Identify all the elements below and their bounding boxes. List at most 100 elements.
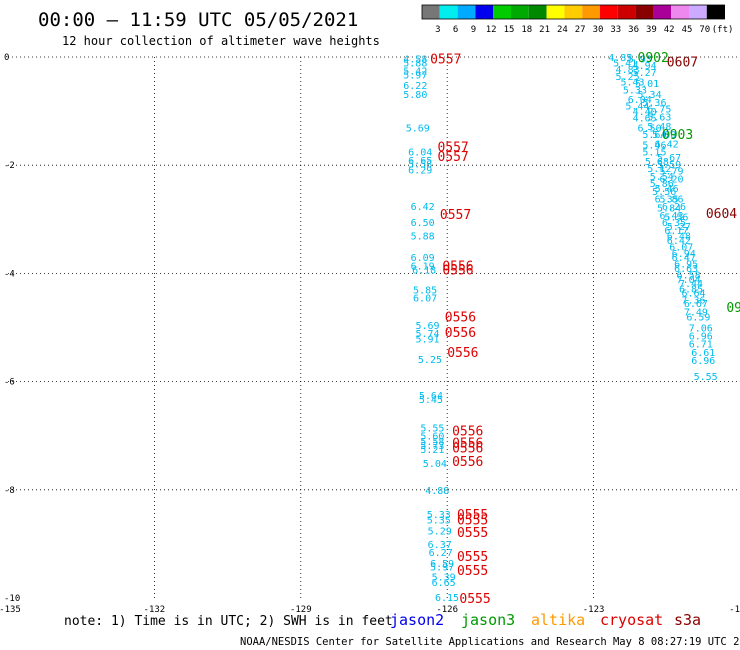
swh-value-label: 5.74	[415, 329, 439, 340]
swh-value-label: 5.27	[633, 68, 657, 79]
note-text: note: 1) Time is in UTC; 2) SWH is in fe…	[64, 614, 393, 629]
colorbar-label: 9	[471, 25, 476, 35]
swh-value-label: 5.64	[642, 130, 666, 141]
swh-value-label: 5.67	[657, 153, 681, 164]
swh-value-label: 5.88	[411, 232, 435, 243]
swh-value-label: 6.19	[411, 261, 435, 272]
swh-value-label: 6.35	[662, 218, 686, 229]
swh-value-label: 6.48	[667, 232, 691, 243]
pass-time-label: 0556	[442, 259, 473, 274]
swh-value-label: 5.41	[613, 58, 637, 69]
pass-time-label: 0555	[457, 526, 488, 541]
swh-value-label: 5.56	[652, 187, 676, 198]
colorbar-swatch	[706, 5, 725, 19]
swh-value-label: 6.20	[659, 175, 683, 186]
colorbar-label: 39	[646, 25, 657, 35]
pass-time-label: 0557	[430, 53, 461, 68]
colorbar-swatch	[493, 5, 511, 19]
swh-value-label: 4.94	[633, 61, 657, 72]
colorbar-label: 42	[664, 25, 675, 35]
colorbar-swatch	[546, 5, 565, 19]
swh-value-label: 5.55	[420, 424, 444, 435]
pass-time-labels: 0557055705570557055605560556055605560556…	[430, 51, 740, 607]
swh-value-label: 6.04	[408, 148, 432, 159]
colorbar-swatch	[564, 5, 583, 19]
axis-ticks: -135 -132 -129 -126 -123 -120 0 -2 -4 -6 -8 -10	[0, 53, 740, 615]
swh-value-label: 5.85	[413, 286, 437, 297]
pass-time-label: 0556	[452, 424, 483, 439]
swh-value-label: 6.63	[674, 264, 698, 275]
colorbar-swatch	[422, 5, 440, 19]
pass-time-label: 0557	[437, 150, 468, 165]
swh-value-label: 5.25	[616, 72, 640, 83]
swh-value-label: 5.25	[418, 355, 442, 366]
colorbar-swatch	[439, 5, 458, 19]
swh-value-label: 6.64	[681, 288, 705, 299]
swh-value-label: 6.85	[679, 285, 703, 296]
swh-value-label: 7.44	[679, 279, 703, 290]
swh-value-label: 5.58	[420, 437, 444, 448]
swh-value-label: 5.58	[408, 160, 432, 171]
swh-value-label: 5.60	[420, 432, 444, 443]
pass-time-label: 0607	[667, 55, 698, 70]
swh-value-label: 5.33	[427, 510, 451, 521]
swh-value-label: 6.26	[662, 202, 686, 213]
pass-time-label: 0556	[445, 326, 476, 341]
swh-value-label: 5.55	[694, 372, 718, 383]
satellite-legend-altika: altika	[531, 611, 585, 629]
pass-time-label: 0555	[457, 508, 488, 523]
swh-value-label: 6.27	[429, 548, 453, 559]
pass-time-label: 0556	[442, 264, 473, 279]
y-tick-label: -4	[4, 269, 15, 279]
x-tick-label: -129	[290, 605, 312, 615]
pass-time-label: 0555	[457, 550, 488, 565]
swh-points: 4.585.885.425.976.225.805.696.046.655.58…	[403, 53, 717, 604]
pass-time-label: 0903	[662, 128, 693, 143]
y-tick-label: -8	[4, 486, 15, 496]
swh-value-label: 5.56	[664, 213, 688, 224]
satellite-legend-jason3: jason3	[461, 611, 515, 629]
swh-value-label: 6.75	[647, 104, 671, 115]
swh-value-label: 5.34	[638, 90, 662, 101]
chart-subtitle: 12 hour collection of altimeter wave hei…	[62, 34, 380, 48]
colorbar-swatch	[582, 5, 600, 19]
swh-value-label: 6.04	[628, 95, 652, 106]
swh-value-label: 6.94	[672, 249, 696, 260]
swh-value-label: 6.95	[674, 260, 698, 271]
swh-value-label: 6.71	[689, 340, 713, 351]
swh-value-label: 5.64	[419, 391, 443, 402]
pass-time-label: 0556	[452, 437, 483, 452]
swh-value-label: 6.37	[428, 540, 452, 551]
swh-value-label: 5.33	[623, 85, 647, 96]
swh-value-label: 6.61	[691, 348, 715, 359]
swh-value-label: 5.27	[667, 222, 691, 233]
swh-value-label: 4.40	[633, 107, 657, 118]
swh-value-label: 6.50	[638, 123, 662, 134]
pass-time-label: 0902	[638, 51, 669, 66]
pass-time-label: 090	[726, 301, 740, 316]
pass-time-label: 0555	[457, 564, 488, 579]
swh-value-label: 5.73	[420, 441, 444, 452]
swh-value-label: 6.58	[677, 270, 701, 281]
swh-value-label: 5.44	[625, 102, 649, 113]
swh-value-label: 7.49	[684, 307, 708, 318]
colorbar-label: 24	[557, 25, 568, 35]
colorbar-legend: 3 6 9 12 15 18 21 24 27 30 33 36 39 42 45 70 (ft)	[421, 4, 733, 35]
colorbar-label: 15	[504, 25, 515, 35]
swh-value-label: 5.35	[427, 516, 451, 527]
swh-value-label: 4.88	[425, 486, 449, 497]
colorbar-label: 12	[486, 25, 497, 35]
colorbar-swatch	[511, 5, 529, 19]
pass-time-label: 0556	[452, 442, 483, 457]
x-tick-label: -126	[436, 605, 458, 615]
pass-time-label: 0556	[447, 346, 478, 361]
swh-value-label: 6.07	[669, 242, 693, 253]
satellite-legend-jason2: jason2	[390, 611, 444, 629]
colorbar-label: 27	[575, 25, 586, 35]
swh-value-label: 5.04	[423, 459, 447, 470]
pass-time-label: 0555	[457, 514, 488, 529]
colorbar-label: 18	[521, 25, 532, 35]
swh-value-label: 6.42	[411, 202, 435, 213]
colorbar-swatch	[653, 5, 672, 19]
swh-value-label: 6.42	[655, 140, 679, 151]
